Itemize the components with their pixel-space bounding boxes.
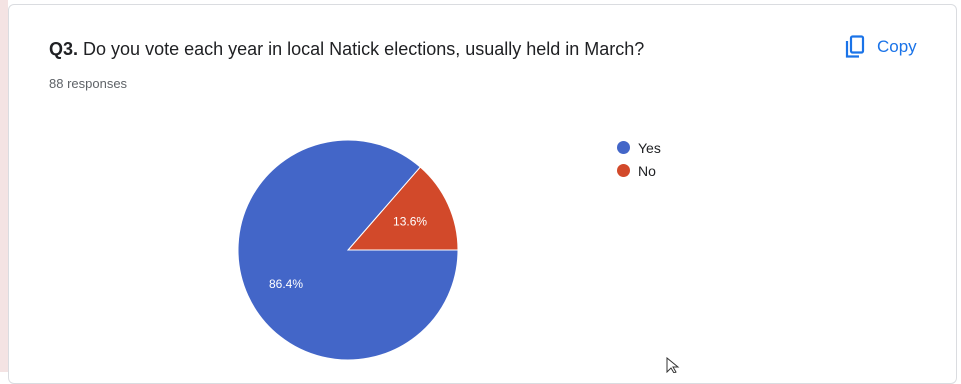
copy-icon <box>845 35 865 59</box>
pie-slice-no[interactable] <box>346 166 459 251</box>
legend-label-no: No <box>638 162 656 179</box>
question-card: Q3. Do you vote each year in local Natic… <box>8 4 957 384</box>
pie-slice-yes[interactable] <box>237 139 459 361</box>
legend-label-yes: Yes <box>638 139 661 156</box>
response-count: 88 responses <box>49 76 128 91</box>
chart-legend: Yes No <box>617 136 661 182</box>
pie-label-no: 13.6% <box>393 215 427 229</box>
pie-label-yes: 86.4% <box>269 277 303 291</box>
mouse-cursor-icon <box>666 356 680 378</box>
legend-item-yes[interactable]: Yes <box>617 136 661 159</box>
legend-swatch-no <box>617 164 630 177</box>
window-edge <box>0 0 8 372</box>
legend-item-no[interactable]: No <box>617 159 661 182</box>
copy-button[interactable]: Copy <box>845 35 917 59</box>
question-title: Q3. Do you vote each year in local Natic… <box>49 39 644 60</box>
question-number: Q3. <box>49 39 79 59</box>
copy-label: Copy <box>877 37 917 56</box>
pie-chart: 13.6% 86.4% <box>237 139 459 361</box>
question-text: Do you vote each year in local Natick el… <box>83 39 645 59</box>
legend-swatch-yes <box>617 141 630 154</box>
